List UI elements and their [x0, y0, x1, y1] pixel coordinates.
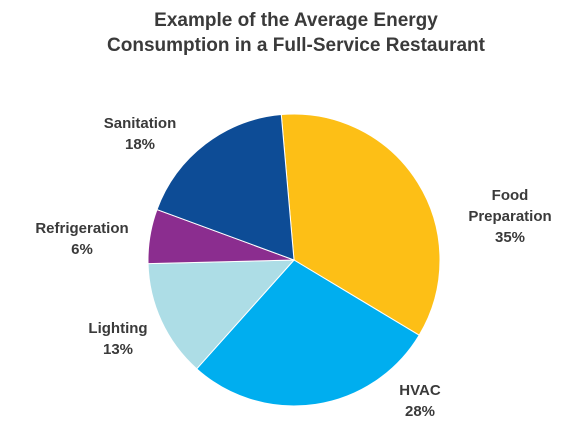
- slice-value-label-lighting: 13%: [103, 341, 133, 358]
- slice-value-label-food-preparation: 35%: [495, 229, 525, 246]
- slice-value-label-sanitation: 18%: [125, 136, 155, 153]
- chart-title-line-2: Consumption in a Full-Service Restaurant: [107, 35, 486, 56]
- chart-title-line-1: Example of the Average Energy: [154, 10, 438, 31]
- slice-label-lighting-0: Lighting: [88, 320, 147, 337]
- pie-slices: [147, 113, 441, 407]
- slice-label-food-preparation-0: Food: [492, 187, 529, 204]
- pie-slice-food-preparation: [280, 113, 441, 336]
- slice-label-hvac-0: HVAC: [399, 382, 441, 399]
- pie-slice-lighting: [147, 259, 296, 370]
- pie-slice-sanitation: [156, 114, 295, 261]
- pie-slice-hvac: [195, 259, 420, 407]
- slice-label-refrigeration-0: Refrigeration: [35, 220, 128, 237]
- slice-label-sanitation-0: Sanitation: [104, 115, 177, 132]
- slice-value-label-refrigeration: 6%: [71, 241, 93, 258]
- slice-value-label-hvac: 28%: [405, 403, 435, 420]
- slice-labels: Food Preparation 35% HVAC 28% Lighting 13% Refr…: [35, 115, 551, 420]
- slice-label-food-preparation-1: Preparation: [468, 208, 551, 225]
